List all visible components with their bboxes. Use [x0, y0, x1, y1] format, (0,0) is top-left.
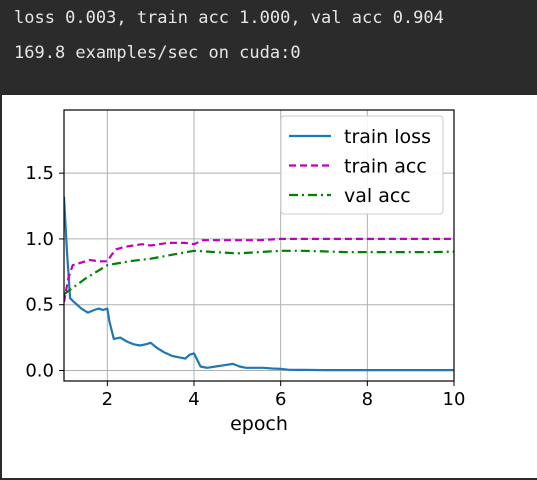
plot-panel: 2 4 6 8 10 0.0 0.5 1.0 1.5 epoch train loss train… — [0, 95, 537, 480]
series-layer — [64, 196, 454, 372]
x-tick-label: 6 — [275, 389, 286, 410]
legend-label-val-acc: val acc — [344, 185, 411, 207]
series-line-val-acc — [64, 249, 454, 296]
legend-label-train-loss: train loss — [344, 126, 431, 148]
console-output: loss 0.003, train acc 1.000, val acc 0.9… — [0, 0, 537, 95]
console-line-throughput: 169.8 examples/sec on cuda:0 — [14, 43, 301, 63]
series-line-train-acc — [64, 237, 454, 303]
training-chart: 2 4 6 8 100.00.51.01.5 epoch train losstrain… — [25, 109, 465, 435]
y-tick-label: 1.0 — [25, 229, 54, 250]
legend-label-train-acc: train acc — [344, 156, 427, 178]
ticks: 2 4 6 8 10 0.0 0.5 1.0 1.5 — [25, 163, 465, 410]
x-tick-label: 2 — [102, 389, 113, 410]
y-tick-label: 1.5 — [25, 163, 54, 184]
x-axis-label: epoch — [230, 413, 288, 435]
x-tick-label: 4 — [188, 389, 199, 410]
y-tick-label: 0.5 — [25, 295, 54, 316]
x-tick-label: 8 — [362, 389, 373, 410]
console-line-metrics: loss 0.003, train acc 1.000, val acc 0.9… — [14, 8, 444, 28]
x-tick-label: 10 — [443, 389, 466, 410]
axes-frame — [63, 109, 455, 382]
series-line-train-loss — [64, 196, 454, 372]
y-tick-label: 0.0 — [25, 360, 54, 381]
legend: train loss train acc val acc — [280, 115, 444, 215]
legend-box — [280, 115, 444, 215]
